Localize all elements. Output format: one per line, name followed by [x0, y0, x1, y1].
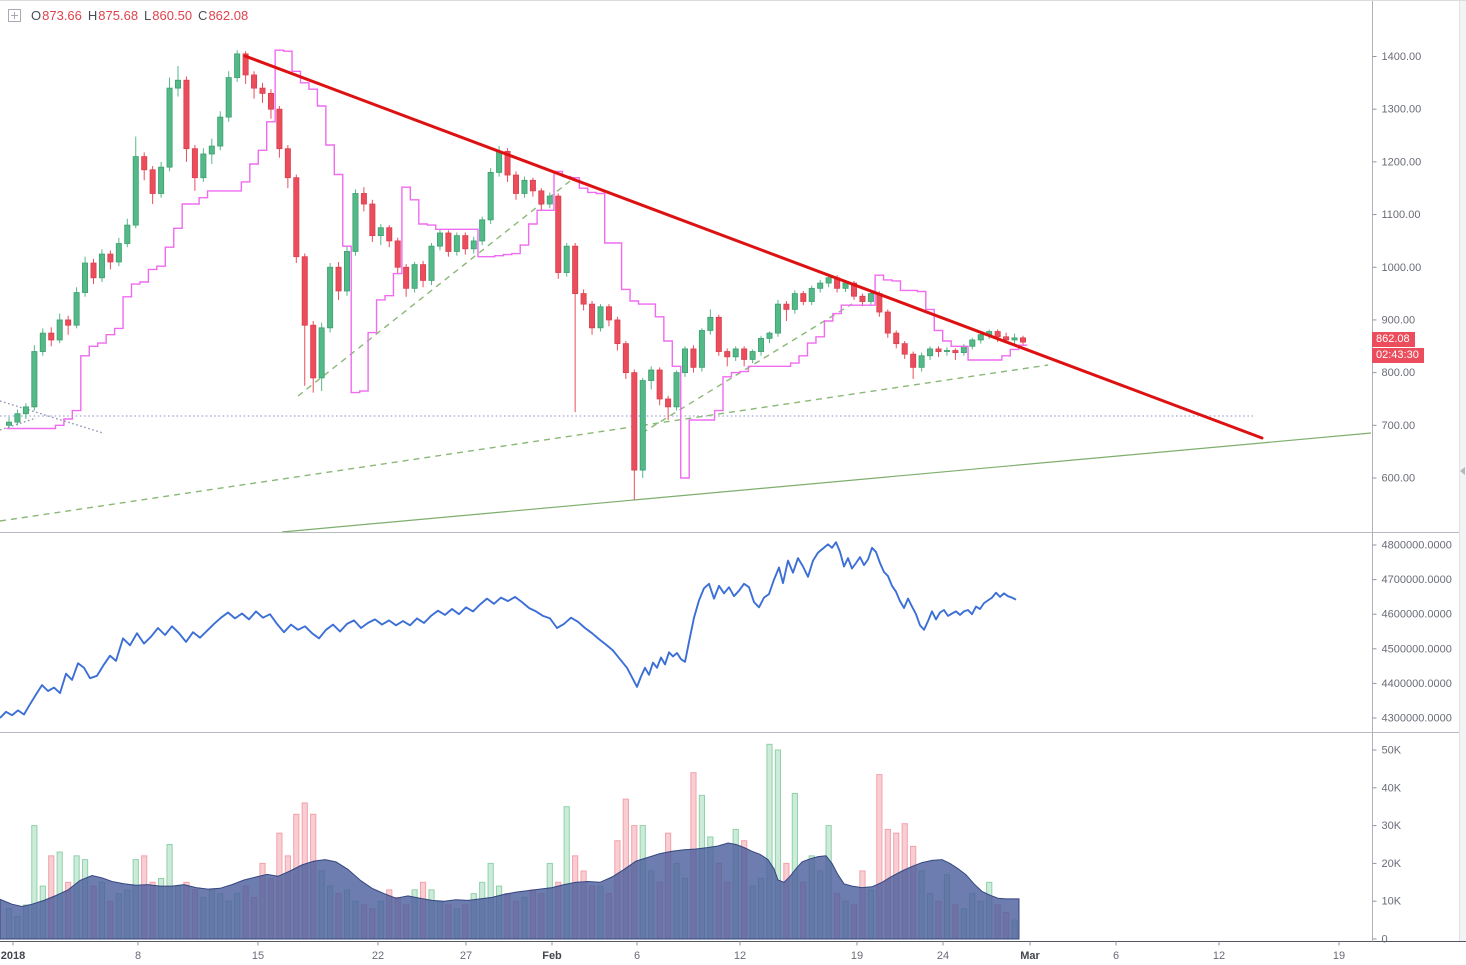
resistance-trendline[interactable] [243, 54, 1264, 440]
svg-text:20K: 20K [1382, 858, 1402, 870]
svg-text:1200.00: 1200.00 [1382, 156, 1422, 168]
ascending-support [281, 432, 1372, 533]
svg-text:Feb: Feb [542, 950, 562, 962]
low-label: L [144, 8, 152, 23]
collapsed-sidebar-strip[interactable] [1459, 1, 1466, 941]
close-label: C [198, 8, 208, 23]
svg-text:10K: 10K [1382, 896, 1402, 908]
bar-countdown-tag: 02:43:30 [1372, 348, 1424, 364]
svg-text:600.00: 600.00 [1382, 473, 1416, 485]
close-value: 862.08 [208, 8, 249, 23]
low-value: 860.50 [152, 8, 193, 23]
indicator-scale[interactable]: 4800000.0000 4700000.0000 4600000.0000 4500… [1372, 540, 1452, 725]
svg-text:1400.00: 1400.00 [1382, 51, 1422, 63]
open-label: O [31, 8, 42, 23]
svg-text:4300000.0000: 4300000.0000 [1382, 713, 1452, 725]
svg-text:50K: 50K [1382, 745, 1402, 757]
svg-text:2018: 2018 [1, 950, 25, 962]
svg-text:22: 22 [372, 950, 384, 962]
last-price-tag: 862.08 [1372, 332, 1415, 348]
svg-text:40K: 40K [1382, 782, 1402, 794]
svg-text:8: 8 [135, 950, 141, 962]
svg-text:1300.00: 1300.00 [1382, 104, 1422, 116]
svg-text:1000.00: 1000.00 [1382, 262, 1422, 274]
svg-text:4400000.0000: 4400000.0000 [1382, 678, 1452, 690]
time-scale[interactable]: 2018 8 15 22 27 Feb 6 12 19 24 Mar 6 12 19 [1, 941, 1345, 963]
svg-text:1100.00: 1100.00 [1382, 209, 1421, 221]
dashed-rally-january [297, 180, 571, 397]
volume-ma-area [0, 842, 1020, 940]
svg-text:4600000.0000: 4600000.0000 [1382, 609, 1452, 621]
indicator-line-series [0, 541, 1017, 719]
high-label: H [87, 8, 98, 23]
svg-text:900.00: 900.00 [1382, 314, 1416, 326]
svg-text:0: 0 [1382, 934, 1388, 946]
svg-text:27: 27 [460, 950, 472, 962]
svg-text:24: 24 [937, 950, 949, 962]
svg-text:4500000.0000: 4500000.0000 [1382, 643, 1452, 655]
svg-text:19: 19 [1333, 950, 1345, 962]
dotted-left-wedge-upper [0, 400, 104, 434]
price-pane-drawings [0, 180, 1372, 533]
candlestick-series [6, 50, 1027, 501]
collapse-arrow-icon[interactable] [1460, 467, 1465, 475]
svg-text:30K: 30K [1382, 820, 1402, 832]
legend-expand-icon[interactable] [8, 9, 21, 22]
dashed-support-long [0, 364, 1049, 522]
svg-text:19: 19 [851, 950, 863, 962]
volume-scale[interactable]: 50K 40K 30K 20K 10K 0 [1372, 745, 1402, 946]
svg-text:15: 15 [252, 950, 264, 962]
open-value: 873.66 [42, 8, 82, 23]
svg-text:4700000.0000: 4700000.0000 [1382, 574, 1452, 586]
svg-text:Mar: Mar [1020, 950, 1040, 962]
svg-text:6: 6 [634, 950, 640, 962]
svg-text:700.00: 700.00 [1382, 420, 1416, 432]
svg-text:12: 12 [1213, 950, 1225, 962]
trailing-stop-step-line [6, 49, 1028, 479]
price-scale[interactable]: 1400.00 1300.00 1200.00 1100.00 1000.00 900.0… [1372, 51, 1422, 485]
high-value: 875.68 [98, 8, 139, 23]
dashed-rally-february [641, 303, 853, 434]
svg-text:800.00: 800.00 [1382, 367, 1416, 379]
pane-frame [0, 1, 1466, 942]
svg-text:4800000.0000: 4800000.0000 [1382, 540, 1452, 552]
svg-text:12: 12 [734, 950, 746, 962]
svg-text:6: 6 [1113, 950, 1119, 962]
ohlc-legend: O 873.66 H 875.68 L 860.50 C 862.08 [8, 8, 248, 23]
